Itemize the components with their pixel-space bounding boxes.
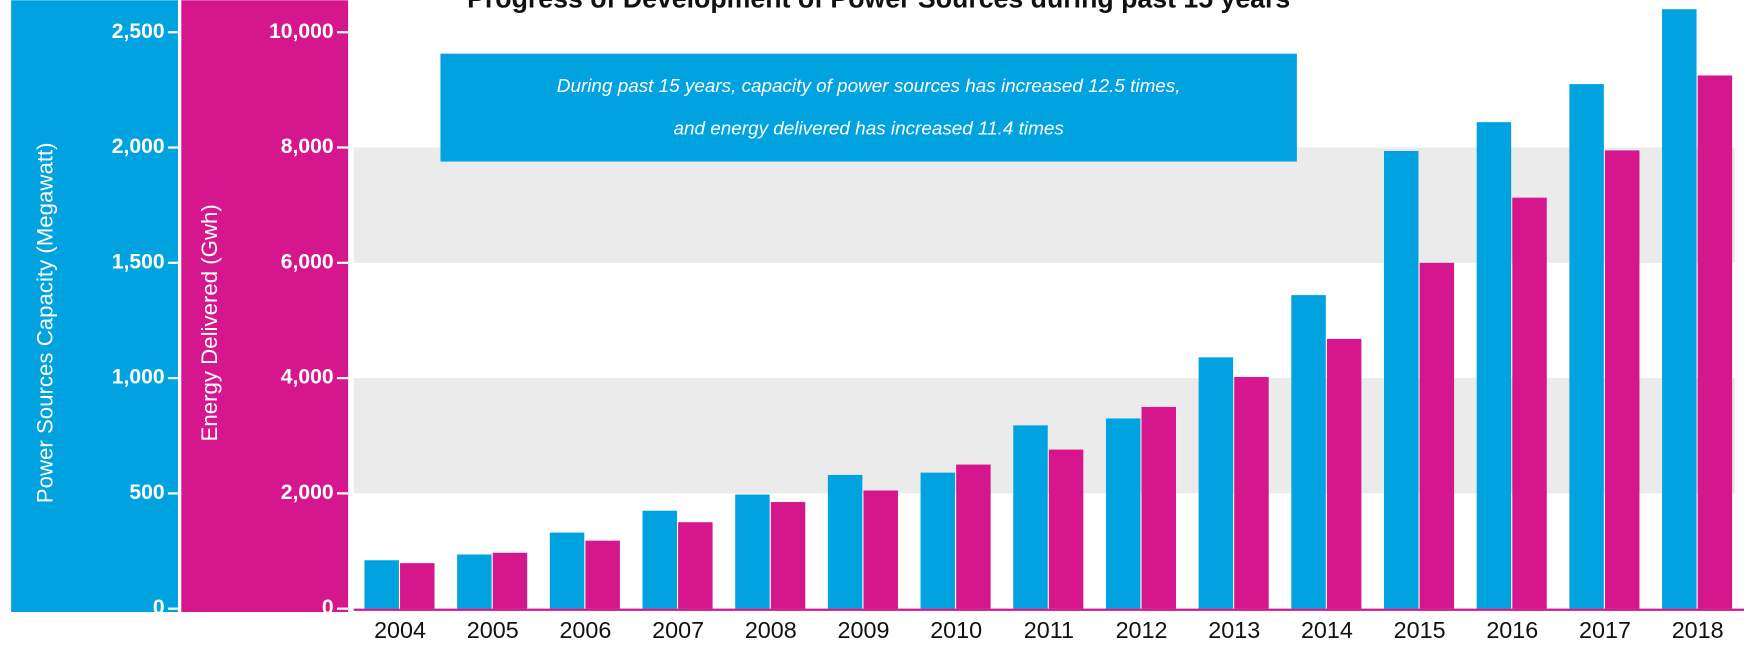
bar xyxy=(863,490,898,609)
x-tick-label: 2004 xyxy=(374,617,426,643)
annotation: and energy delivered has increased 11.4 … xyxy=(674,118,1065,139)
y2-axis-label: Energy Delivered (Gwh) xyxy=(197,204,222,441)
x-tick-label: 2005 xyxy=(467,617,519,643)
y-tick-label: 2,500 xyxy=(112,20,165,43)
chart-title: Progress of Development of Power Sources… xyxy=(467,0,1290,13)
y-tick-label: 0 xyxy=(153,596,165,619)
x-tick-label: 2013 xyxy=(1208,617,1260,643)
x-tick-label: 2014 xyxy=(1301,617,1353,643)
y-axis-label: Power Sources Capacity (Megawatt) xyxy=(33,142,58,503)
bar xyxy=(1697,75,1733,609)
x-tick-label: 2018 xyxy=(1672,617,1724,643)
bar xyxy=(400,563,435,609)
bar xyxy=(492,552,528,609)
y2-axis-panel xyxy=(181,0,349,613)
y2-tick-label: 6,000 xyxy=(281,250,334,273)
bar xyxy=(457,554,492,609)
bar xyxy=(1512,197,1547,609)
y-tick-label: 500 xyxy=(129,481,164,504)
y2-tick-label: 8,000 xyxy=(281,135,334,158)
y-tick-label: 2,000 xyxy=(112,135,165,158)
x-tick-label: 2006 xyxy=(559,617,611,643)
bar xyxy=(1291,295,1326,609)
bar xyxy=(770,502,806,609)
x-tick-label: 2007 xyxy=(652,617,704,643)
x-tick-label: 2010 xyxy=(930,617,982,643)
y2-tick-label: 0 xyxy=(322,596,334,619)
x-tick-label: 2012 xyxy=(1116,617,1168,643)
bar xyxy=(364,560,399,609)
bar xyxy=(1326,338,1362,609)
bar xyxy=(1141,406,1177,609)
bar xyxy=(827,474,863,609)
bar xyxy=(1384,150,1419,609)
x-tick-label: 2017 xyxy=(1579,617,1631,643)
y2-tick-label: 2,000 xyxy=(281,481,334,504)
bar xyxy=(549,532,585,609)
bar xyxy=(642,510,677,609)
bar xyxy=(1662,9,1697,609)
x-tick-label: 2016 xyxy=(1486,617,1538,643)
annotation-box xyxy=(440,53,1297,162)
bar xyxy=(585,540,620,609)
y-tick-label: 1,500 xyxy=(112,250,165,273)
y-axis-panel xyxy=(11,0,178,613)
x-tick-label: 2008 xyxy=(745,617,797,643)
bar xyxy=(1604,150,1640,609)
bar xyxy=(1419,262,1455,609)
bar xyxy=(678,522,713,609)
bar xyxy=(1198,357,1234,609)
bar xyxy=(1569,84,1604,609)
bar xyxy=(1048,449,1084,609)
bar xyxy=(1234,376,1269,609)
y-tick-label: 1,000 xyxy=(112,366,165,389)
y2-tick-label: 10,000 xyxy=(269,20,334,43)
y2-tick-label: 4,000 xyxy=(281,366,334,389)
bar xyxy=(920,472,956,609)
bar xyxy=(1105,418,1141,609)
bar xyxy=(956,464,991,609)
bar xyxy=(1013,425,1048,609)
bar xyxy=(735,494,770,609)
annotation: During past 15 years, capacity of power … xyxy=(557,76,1181,97)
x-tick-label: 2009 xyxy=(838,617,890,643)
plot xyxy=(364,9,1733,609)
x-tick-label: 2015 xyxy=(1394,617,1446,643)
bar xyxy=(1476,122,1512,609)
x-tick-label: 2011 xyxy=(1024,617,1074,643)
